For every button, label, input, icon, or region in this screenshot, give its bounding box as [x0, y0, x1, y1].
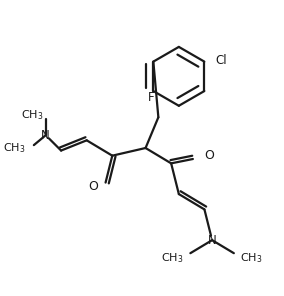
Text: N: N: [41, 129, 50, 142]
Text: Cl: Cl: [216, 54, 227, 67]
Text: N: N: [208, 234, 216, 247]
Text: O: O: [88, 180, 98, 193]
Text: O: O: [204, 149, 214, 162]
Text: CH$_3$: CH$_3$: [3, 141, 25, 155]
Text: CH$_3$: CH$_3$: [162, 251, 184, 265]
Text: CH$_3$: CH$_3$: [240, 251, 263, 265]
Text: F: F: [147, 91, 154, 104]
Text: CH$_3$: CH$_3$: [21, 108, 43, 122]
